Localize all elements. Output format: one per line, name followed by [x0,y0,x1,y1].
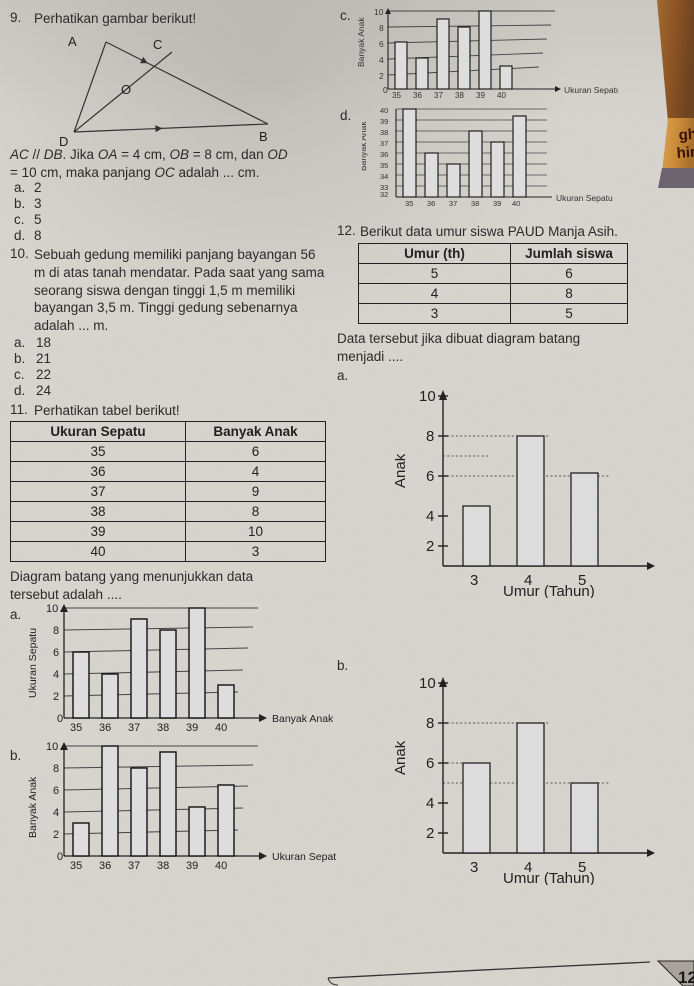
svg-text:38: 38 [380,128,388,137]
svg-text:35: 35 [70,722,82,734]
svg-text:10: 10 [419,388,436,405]
svg-text:8: 8 [379,23,384,33]
svg-text:10: 10 [374,7,384,17]
svg-text:36: 36 [99,860,111,872]
svg-text:gh: gh [678,126,694,144]
svg-text:39: 39 [476,91,485,100]
svg-text:Banyak Anak: Banyak Anak [358,17,366,67]
svg-text:8: 8 [426,715,434,732]
svg-text:Ukuran Sepatu: Ukuran Sepatu [564,85,618,95]
svg-text:36: 36 [413,91,422,100]
svg-text:37: 37 [128,860,140,872]
svg-text:38: 38 [157,860,169,872]
svg-text:8: 8 [53,763,59,775]
svg-text:6: 6 [53,647,59,659]
svg-text:6: 6 [379,39,384,49]
svg-text:2: 2 [53,829,59,841]
svg-text:34: 34 [380,172,388,181]
svg-text:12: 12 [678,968,694,986]
svg-text:Banyak Anak: Banyak Anak [272,713,334,725]
svg-text:32: 32 [380,190,388,199]
svg-text:37: 37 [449,199,457,208]
svg-text:2: 2 [379,71,384,81]
svg-text:Umur (Tahun): Umur (Tahun) [503,583,595,598]
svg-text:Anak: Anak [395,740,409,775]
svg-text:35: 35 [392,91,401,100]
svg-text:10: 10 [419,675,436,692]
svg-text:39: 39 [186,860,198,872]
svg-text:B: B [259,129,268,144]
svg-text:4: 4 [426,508,434,525]
svg-text:3: 3 [470,572,478,589]
svg-text:O: O [121,82,131,97]
svg-text:Ukuran Sepatu: Ukuran Sepatu [272,851,336,863]
svg-text:39: 39 [186,722,198,734]
svg-text:40: 40 [512,199,520,208]
svg-text:2: 2 [53,691,59,703]
svg-text:Umur (Tahun): Umur (Tahun) [503,870,595,885]
svg-text:3: 3 [470,859,478,876]
svg-text:37: 37 [128,722,140,734]
svg-text:35: 35 [405,199,413,208]
svg-text:C: C [153,37,162,52]
svg-text:39: 39 [380,117,388,126]
svg-text:10: 10 [46,741,58,753]
svg-text:40: 40 [497,91,506,100]
svg-text:38: 38 [455,91,464,100]
svg-text:10: 10 [46,603,58,615]
svg-text:38: 38 [157,722,169,734]
svg-text:8: 8 [53,625,59,637]
svg-text:0: 0 [383,85,388,95]
svg-text:Banyak Anak: Banyak Anak [362,121,368,171]
svg-text:37: 37 [380,139,388,148]
svg-text:6: 6 [53,785,59,797]
svg-text:Banyak Anak: Banyak Anak [27,776,39,838]
svg-text:36: 36 [380,150,388,159]
svg-text:4: 4 [426,795,434,812]
svg-text:40: 40 [215,860,227,872]
svg-text:0: 0 [57,851,63,863]
svg-text:40: 40 [215,722,227,734]
svg-text:4: 4 [379,55,384,65]
svg-text:4: 4 [53,669,59,681]
svg-text:36: 36 [99,722,111,734]
svg-text:Ukuran Sepatu: Ukuran Sepatu [556,193,613,203]
svg-text:39: 39 [493,199,501,208]
svg-text:40: 40 [380,106,388,115]
svg-text:38: 38 [471,199,479,208]
svg-text:6: 6 [426,468,434,485]
svg-text:A: A [68,34,77,49]
svg-text:Anak: Anak [395,453,409,488]
svg-text:35: 35 [380,161,388,170]
svg-text:Ukuran Sepatu: Ukuran Sepatu [27,628,39,698]
svg-text:2: 2 [426,825,434,842]
svg-text:6: 6 [426,755,434,772]
svg-text:4: 4 [53,807,59,819]
svg-text:8: 8 [426,428,434,445]
svg-text:35: 35 [70,860,82,872]
svg-text:hir: hir [676,144,694,162]
svg-text:36: 36 [427,199,435,208]
svg-text:0: 0 [57,713,63,725]
svg-text:37: 37 [434,91,443,100]
svg-text:2: 2 [426,538,434,555]
